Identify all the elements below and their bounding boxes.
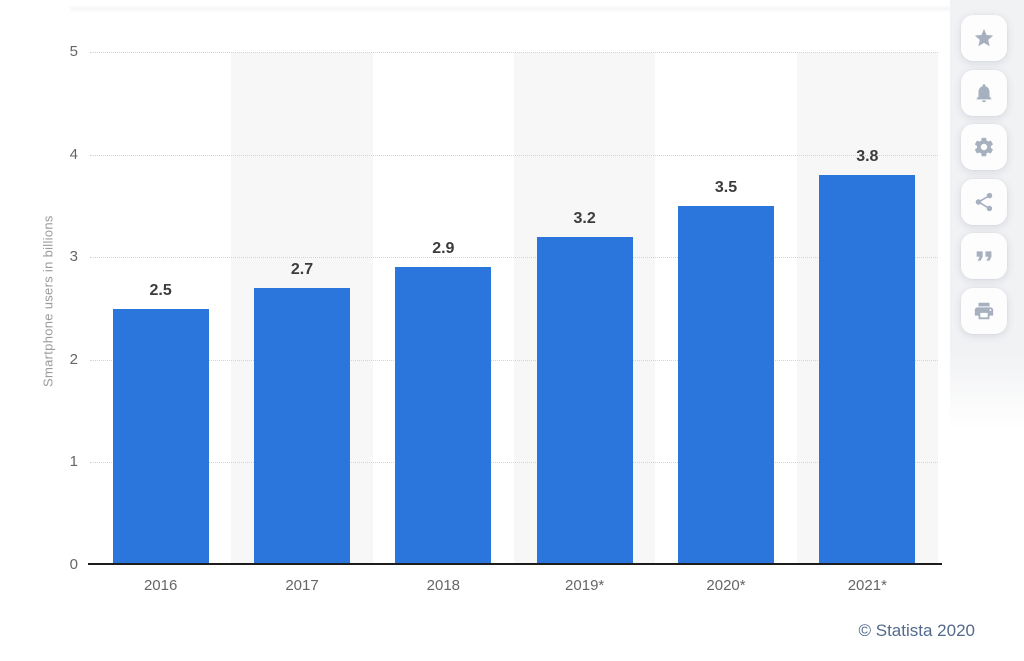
bar-value-label: 2.7 (290, 260, 314, 278)
cite-button[interactable] (961, 233, 1007, 279)
x-axis-tick-label: 2021* (847, 577, 887, 594)
bar-value-label: 2.9 (432, 240, 455, 258)
x-axis-tick-label: 2017 (285, 577, 319, 594)
y-axis-title: Smartphone users in billions (40, 215, 56, 387)
y-axis-tick-label: 3 (69, 248, 78, 266)
favorite-button[interactable] (961, 15, 1007, 61)
bar-2018 (395, 267, 492, 565)
x-axis-tick-label: 2020* (706, 577, 746, 594)
bar-value-label: 3.8 (856, 148, 879, 166)
bell-icon (976, 83, 992, 102)
top-shadow-edge (70, 7, 1024, 12)
bar-chart-plot-area: 2.5 2.7 2.9 3.2 3.5 3.8 (90, 52, 938, 565)
statista-copyright: © Statista 2020 (858, 621, 976, 640)
gridline (90, 154, 938, 156)
gridline (90, 52, 938, 53)
share-button[interactable] (961, 178, 1007, 225)
x-axis-tick-label: 2018 (426, 577, 461, 594)
gridline (90, 462, 938, 464)
y-axis-tick-label: 5 (69, 43, 78, 60)
bar-2021* (819, 175, 916, 565)
y-axis-tick-label: 4 (69, 145, 78, 163)
quote-icon (976, 251, 992, 261)
gridline (90, 257, 938, 259)
share-icon (975, 192, 993, 211)
bar-2019* (536, 236, 633, 565)
notifications-button[interactable] (961, 69, 1007, 116)
bar-2020* (678, 205, 774, 565)
gridline (90, 359, 938, 361)
bar-2016 (112, 308, 209, 565)
y-axis-tick-label: 0 (69, 556, 78, 573)
y-axis-tick-label: 2 (69, 350, 78, 368)
printer-icon (974, 302, 994, 319)
x-axis-tick-label: 2016 (143, 577, 178, 594)
bar-2017 (254, 287, 350, 565)
x-axis-line (88, 563, 942, 565)
print-button[interactable] (961, 287, 1007, 334)
bar-value-label: 3.2 (573, 209, 596, 227)
x-axis-tick-label: 2019* (565, 577, 605, 594)
gear-icon (974, 137, 993, 157)
bar-value-label: 3.5 (714, 178, 738, 196)
y-axis-tick-label: 1 (69, 453, 78, 471)
star-icon (974, 28, 994, 47)
bar-value-label: 2.5 (149, 281, 172, 299)
settings-button[interactable] (961, 124, 1007, 170)
